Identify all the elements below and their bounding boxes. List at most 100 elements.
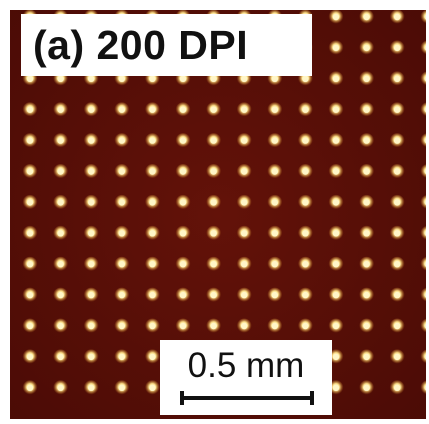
dot <box>241 199 248 206</box>
dot <box>118 261 126 268</box>
dot <box>179 291 187 299</box>
dot <box>302 230 309 237</box>
dot <box>302 137 309 144</box>
dot <box>210 168 217 175</box>
dot <box>149 261 156 268</box>
dot <box>332 384 340 391</box>
dot-glow <box>420 40 426 56</box>
dot <box>332 75 340 83</box>
dot <box>332 13 340 21</box>
dot <box>118 168 126 175</box>
dot <box>118 384 126 391</box>
dot <box>363 322 370 330</box>
dot <box>88 261 95 268</box>
dot-glow <box>420 349 426 365</box>
dot <box>179 106 187 113</box>
dot <box>118 199 126 206</box>
dot <box>363 199 370 206</box>
dot <box>149 322 156 330</box>
dot <box>302 199 309 206</box>
dot <box>149 75 156 83</box>
dot <box>210 199 217 206</box>
dot <box>149 106 156 113</box>
dot <box>118 353 126 361</box>
dot <box>424 76 426 82</box>
dot <box>394 13 401 21</box>
dot <box>88 230 95 237</box>
dot <box>302 322 309 330</box>
dot <box>88 322 95 330</box>
dot <box>332 322 340 330</box>
dot <box>271 322 278 330</box>
dot <box>271 106 278 113</box>
dot <box>271 261 278 268</box>
dot <box>332 291 340 299</box>
dot <box>210 291 217 299</box>
dot <box>424 261 426 267</box>
scale-bar-box: 0.5 mm <box>160 340 332 415</box>
dot <box>271 168 278 175</box>
dot <box>363 353 370 361</box>
dot <box>149 384 156 391</box>
panel-label: (a) 200 DPI <box>21 14 312 76</box>
dot <box>394 322 401 330</box>
dot <box>394 291 401 299</box>
dot <box>57 261 64 268</box>
dot <box>271 75 278 83</box>
dot <box>424 137 426 144</box>
dot <box>88 75 95 83</box>
dot <box>241 75 248 83</box>
dot <box>118 230 126 237</box>
dot <box>179 168 187 175</box>
dot <box>332 44 340 52</box>
dot <box>363 13 370 21</box>
dot <box>424 230 426 236</box>
dot <box>88 353 95 361</box>
dot <box>424 292 426 298</box>
dot <box>57 168 64 175</box>
dot <box>118 291 126 299</box>
dot <box>26 353 34 361</box>
dot-glow <box>420 71 426 87</box>
dot <box>332 261 340 268</box>
dot <box>363 261 370 268</box>
dot <box>271 230 278 237</box>
dot <box>88 384 95 391</box>
dot <box>241 137 248 144</box>
dot <box>241 106 248 113</box>
dot <box>394 106 401 113</box>
dot <box>26 137 34 144</box>
dot <box>149 199 156 206</box>
dot <box>332 106 340 113</box>
dot <box>241 168 248 175</box>
dot <box>26 75 34 83</box>
dot-glow <box>420 133 426 148</box>
dot <box>26 168 34 175</box>
dot <box>424 14 426 20</box>
dot <box>210 75 217 83</box>
dot <box>26 106 34 113</box>
dot <box>57 291 64 299</box>
dot <box>57 322 64 330</box>
dot <box>210 230 217 237</box>
dot <box>424 168 426 175</box>
dot <box>302 106 309 113</box>
dot <box>363 168 370 175</box>
dot <box>424 45 426 51</box>
dot <box>88 291 95 299</box>
dot <box>118 137 126 144</box>
dot <box>394 75 401 83</box>
dot <box>332 137 340 144</box>
dot <box>179 75 187 83</box>
dot <box>363 137 370 144</box>
dot <box>149 230 156 237</box>
dot <box>57 230 64 237</box>
dot-glow <box>420 102 426 117</box>
dot-glow <box>420 318 426 334</box>
dot <box>302 75 309 83</box>
dot <box>271 199 278 206</box>
dot-glow <box>420 10 426 25</box>
dot <box>332 199 340 206</box>
dot <box>88 168 95 175</box>
